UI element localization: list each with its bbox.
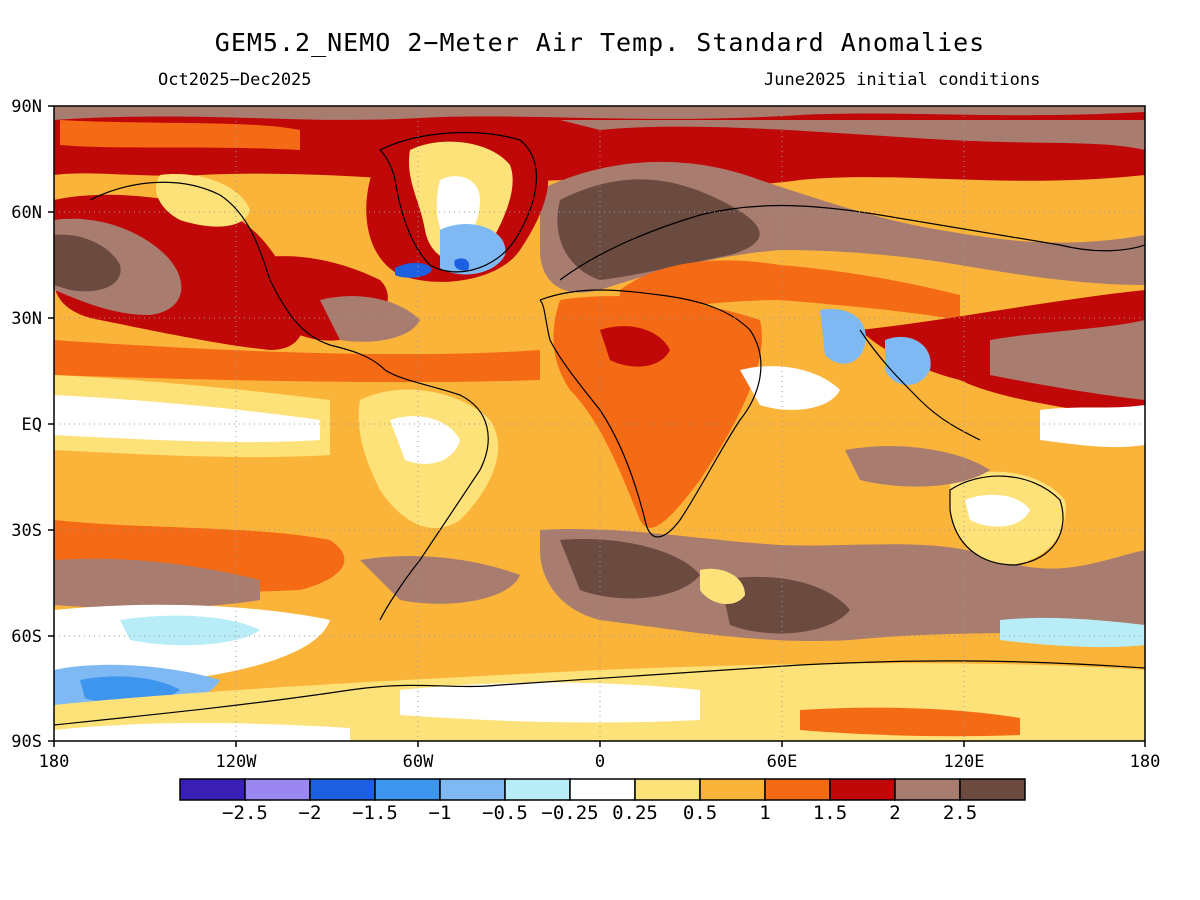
lat-label: 90S: [11, 732, 42, 752]
lat-label: EQ: [22, 415, 42, 435]
colorbar-swatch: [894, 778, 961, 801]
colorbar-label: −0.25: [541, 802, 598, 824]
colorbar-swatch: [309, 778, 376, 801]
coastlines: [54, 131, 1145, 726]
colorbar-label: −0.5: [482, 802, 528, 824]
lon-label: 120E: [944, 752, 985, 772]
lon-label: 180: [39, 752, 70, 772]
lon-label: 0: [595, 752, 605, 772]
colorbar-label: 1: [759, 802, 770, 824]
lon-label: 180: [1130, 752, 1161, 772]
colorbar-label: −2.5: [222, 802, 268, 824]
colorbar-label: 2.5: [943, 802, 977, 824]
longitude-labels: 180 120W 60W 0 60E 120E 180: [39, 752, 1161, 772]
colorbar-swatch: [764, 778, 831, 801]
colorbar-swatch: [959, 778, 1026, 801]
forecast-period: Oct2025−Dec2025: [158, 70, 312, 90]
latitude-labels: 90N 60N 30N EQ 30S 60S 90S: [11, 97, 42, 752]
lon-label: 60W: [403, 752, 434, 772]
lat-label: 30S: [11, 521, 42, 541]
chart-title: GEM5.2_NEMO 2−Meter Air Temp. Standard A…: [214, 28, 986, 57]
lon-label: 120W: [216, 752, 258, 772]
colorbar-swatch: [634, 778, 701, 801]
colorbar-swatch: [439, 778, 506, 801]
colorbar-label: 2: [889, 802, 900, 824]
colorbar-label: −1.5: [352, 802, 398, 824]
initial-conditions: June2025 initial conditions: [764, 70, 1041, 90]
colorbar-swatch: [829, 778, 896, 801]
graticule: [54, 106, 1145, 741]
lat-label: 90N: [11, 97, 42, 117]
colorbar-swatch: [569, 778, 636, 801]
anomaly-field: [54, 106, 1145, 741]
colorbar-swatch: [374, 778, 441, 801]
lat-label: 60S: [11, 627, 42, 647]
colorbar-label: −1: [429, 802, 452, 824]
colorbar-label: −2: [299, 802, 322, 824]
lat-label: 60N: [11, 203, 42, 223]
colorbar-swatch: [244, 778, 311, 801]
colorbar-label: 0.5: [683, 802, 717, 824]
colorbar-label: 0.25: [612, 802, 658, 824]
axis-ticks: [48, 105, 1146, 747]
colorbar-swatch: [699, 778, 766, 801]
colorbar-label: 1.5: [813, 802, 847, 824]
colorbar: −2.5 −2 −1.5 −1 −0.5 −0.25 0.25 0.5 1 1.5 2 2.5: [179, 778, 1026, 824]
colorbar-swatch: [179, 778, 246, 801]
lat-label: 30N: [11, 309, 42, 329]
lon-label: 60E: [767, 752, 798, 772]
colorbar-swatch: [504, 778, 571, 801]
